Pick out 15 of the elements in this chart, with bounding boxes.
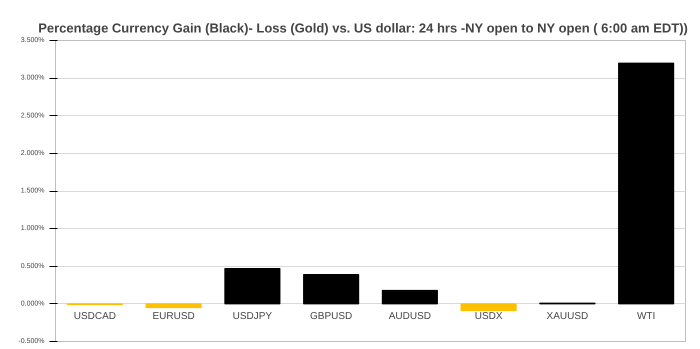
bar (460, 303, 517, 312)
x-tick-label: WTI (636, 310, 656, 322)
x-tick-label: USDCAD (74, 310, 116, 322)
bar (146, 303, 202, 308)
bar (224, 268, 280, 304)
x-tick-label: USDJPY (232, 310, 272, 322)
x-tick-label: AUDUSD (388, 310, 431, 322)
x-tick-label: USDX (474, 310, 503, 322)
x-tick-label: EURUSD (152, 310, 195, 322)
bar (618, 62, 674, 304)
bar (382, 290, 438, 304)
bar (303, 274, 360, 304)
chart-title: Percentage Currency Gain (Black)- Loss (Gold) vs. US dollar: 24 hrs -NY open to NY open ( 6:00 am EDT)) (38, 20, 688, 36)
x-tick-label: GBPUSD (310, 310, 352, 322)
x-tick-label: XAUUSD (546, 310, 588, 322)
